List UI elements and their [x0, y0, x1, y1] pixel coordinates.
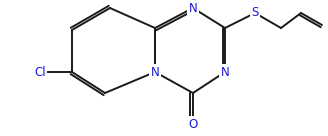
Text: S: S: [251, 7, 259, 19]
Text: N: N: [221, 66, 229, 78]
Text: Cl: Cl: [34, 66, 46, 78]
Text: O: O: [188, 118, 198, 131]
Text: N: N: [189, 1, 197, 15]
Text: N: N: [151, 66, 159, 78]
